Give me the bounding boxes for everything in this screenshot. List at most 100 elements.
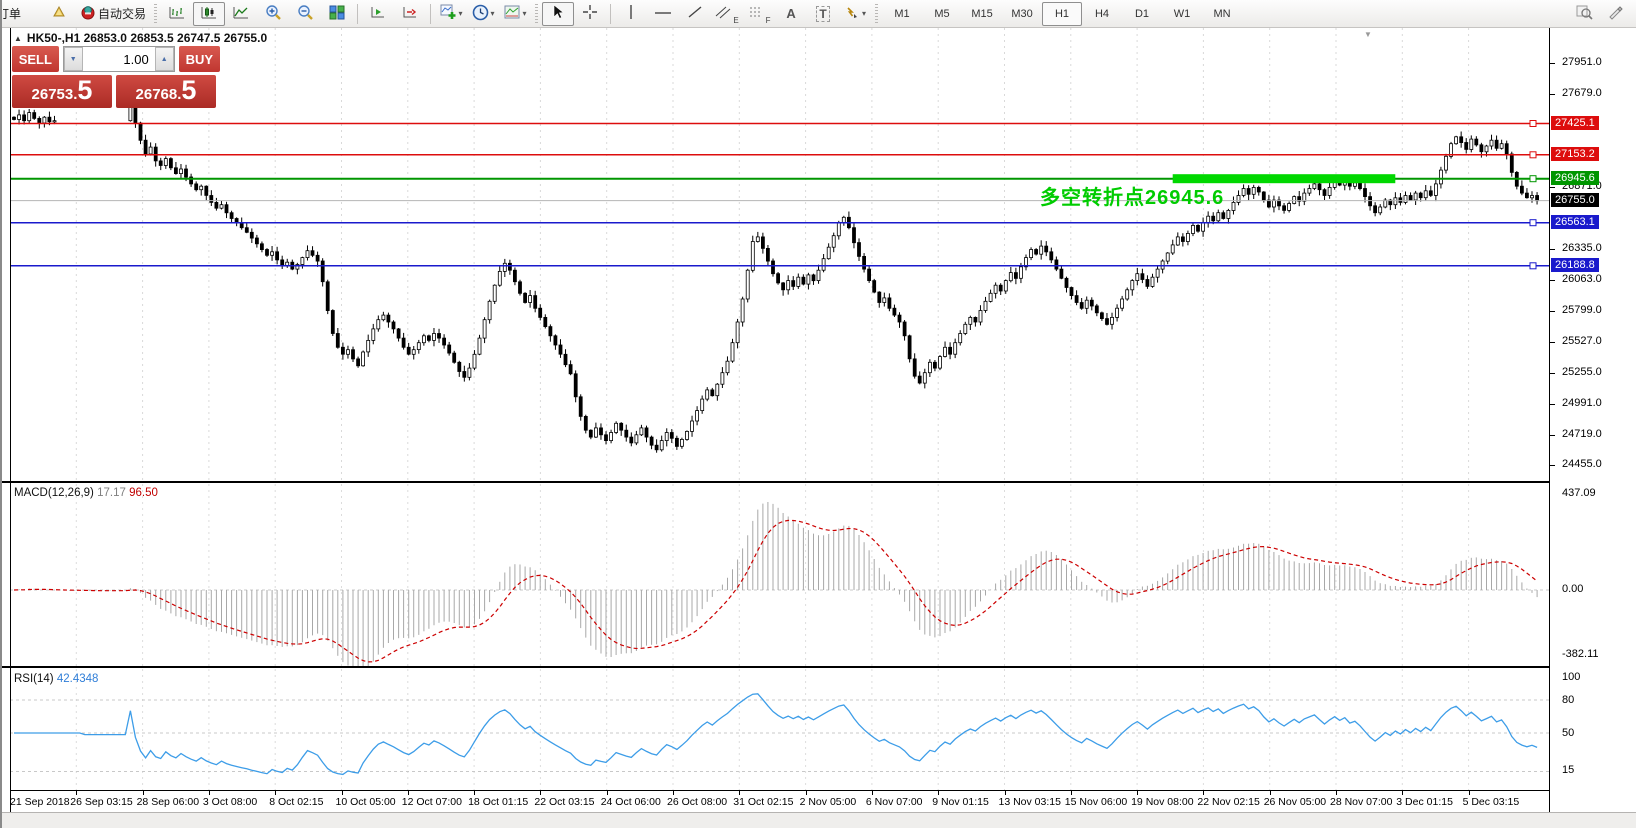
toolbar-gripper[interactable] [875, 3, 879, 24]
time-tick-mark [938, 791, 940, 795]
auto-scroll-button[interactable] [362, 2, 394, 26]
buy-price-main: 26768 [135, 86, 178, 103]
quick-mode-button[interactable] [1600, 2, 1632, 26]
timeframe-button-m30[interactable]: M30 [1011, 7, 1033, 20]
symbol-info[interactable]: ▲ HK50-,H1 26853.0 26853.5 26747.5 26755… [14, 31, 267, 45]
time-tick-mark [540, 791, 542, 795]
vertical-line-tool-button[interactable] [615, 2, 647, 26]
autotrading-icon [80, 4, 96, 23]
add-indicator-icon [440, 4, 457, 23]
autotrading-button[interactable]: 自动交易 [76, 2, 150, 26]
horizontal-line-tool-button[interactable] [647, 2, 679, 26]
price-line-badge: 26563.1 [1551, 215, 1599, 229]
text-label-tool-button[interactable]: T [807, 2, 839, 26]
collapse-icon[interactable]: ▲ [14, 33, 22, 43]
sell-button[interactable]: SELL [12, 46, 59, 72]
time-tick-mark [739, 791, 741, 795]
current-price-badge: 26755.0 [1551, 193, 1599, 207]
price-tick-label: 24719.0 [1562, 428, 1602, 440]
time-tick-label: 18 Oct 01:15 [468, 796, 529, 808]
time-tick-label: 26 Oct 08:00 [667, 796, 728, 808]
toolbar-gripper[interactable] [535, 3, 539, 24]
time-tick-mark [1402, 791, 1404, 795]
macd-main-value: 17.17 [97, 487, 126, 499]
timeframe-button-h1[interactable]: H1 [1042, 1, 1083, 26]
price-line-badge: 27153.2 [1551, 147, 1599, 161]
timeframe-button-mn[interactable]: MN [1213, 7, 1231, 20]
timeframe-button-m1[interactable]: M1 [894, 7, 910, 20]
text-label-tool-icon: T [816, 5, 830, 22]
time-tick-label: 28 Sep 06:00 [136, 796, 200, 808]
time-tick-label: 26 Nov 05:00 [1263, 796, 1327, 808]
panel-separator[interactable] [2, 666, 1636, 668]
dropdown-caret-icon: ▾ [458, 9, 463, 18]
add-indicator-button[interactable]: ▾ [435, 2, 467, 26]
arrows-tool-button[interactable]: ▾ [839, 2, 871, 26]
volume-increase-button[interactable]: ▲ [154, 47, 174, 71]
volume-input[interactable] [82, 47, 155, 71]
templates-button[interactable]: ▾ [499, 2, 531, 26]
time-tick-label: 21 Sep 2018 [10, 796, 70, 808]
rsi-axis-label: 15 [1562, 764, 1575, 776]
buy-price-display[interactable]: 26768. 5 [116, 75, 216, 108]
bar-chart-icon [169, 5, 185, 23]
time-tick-label: 3 Dec 01:15 [1396, 796, 1453, 808]
horizontal-line-icon [654, 7, 672, 21]
time-tick-mark [341, 791, 343, 795]
fib-suffix-label: F [765, 15, 771, 25]
time-tick-label: 2 Nov 05:00 [799, 796, 857, 808]
timeframe-button-h4[interactable]: H4 [1094, 7, 1110, 20]
volume-stepper: ▼ ▲ [62, 46, 175, 72]
timeframe-button-w1[interactable]: W1 [1173, 7, 1191, 20]
crosshair-tool-button[interactable] [574, 2, 606, 26]
time-tick-mark [76, 791, 78, 795]
zoom-out-button[interactable] [289, 2, 321, 26]
new-order-button[interactable] [44, 2, 76, 26]
price-tick-mark [1550, 187, 1555, 188]
channel-suffix-label: E [733, 15, 739, 25]
templates-icon [504, 5, 521, 23]
price-tick-label: 25799.0 [1562, 304, 1602, 316]
rsi-canvas[interactable] [10, 669, 1549, 790]
volume-decrease-button[interactable]: ▼ [63, 47, 83, 71]
trendline-tool-button[interactable] [679, 2, 711, 26]
price-axis[interactable]: 27951.0 27679.0 26871.0 26335.0 26063.0 25799… [1549, 28, 1636, 812]
vertical-line-icon [625, 4, 637, 23]
candlestick-chart-icon [201, 5, 217, 23]
toolbar-gripper[interactable] [154, 3, 158, 24]
time-tick-mark [1004, 791, 1006, 795]
zoom-in-button[interactable] [257, 2, 289, 26]
macd-canvas[interactable] [10, 484, 1549, 666]
chart-shift-button[interactable] [394, 2, 426, 26]
periods-button[interactable]: ▾ [467, 2, 499, 26]
time-tick-mark [275, 791, 277, 795]
time-tick-mark [1269, 791, 1271, 795]
trendline-icon [687, 5, 703, 22]
panel-separator[interactable] [2, 481, 1636, 483]
time-tick-label: 15 Nov 06:00 [1064, 796, 1128, 808]
cursor-tool-button[interactable] [542, 1, 575, 26]
time-tick-label: 9 Nov 01:15 [932, 796, 989, 808]
time-tick-label: 22 Oct 03:15 [534, 796, 595, 808]
timeframe-button-m5[interactable]: M5 [934, 7, 950, 20]
sell-price-display[interactable]: 26753. 5 [12, 75, 112, 108]
buy-button[interactable]: BUY [178, 46, 220, 72]
zoom-out-icon [297, 4, 314, 24]
price-tick-mark [1550, 94, 1555, 95]
fibonacci-tool-button[interactable]: F [743, 2, 775, 26]
price-chart-canvas[interactable] [10, 28, 1549, 481]
timeframe-button-m15[interactable]: M15 [971, 7, 993, 20]
time-tick-mark [208, 791, 210, 795]
tile-windows-button[interactable] [321, 2, 353, 26]
bar-chart-button[interactable] [161, 2, 193, 26]
text-tool-button[interactable]: A [775, 2, 807, 26]
orders-button[interactable]: 订单 [2, 2, 44, 26]
time-axis[interactable]: 21 Sep 2018 26 Sep 03:15 28 Sep 06:00 3 Oct… [10, 790, 1636, 813]
arrows-tool-icon [844, 5, 860, 23]
line-chart-button[interactable] [225, 2, 257, 26]
pivot-annotation-text[interactable]: 多空转折点26945.6 [1040, 187, 1225, 209]
symbol-search-button[interactable] [1568, 2, 1600, 26]
timeframe-button-d1[interactable]: D1 [1134, 7, 1150, 20]
equidistant-channel-tool-button[interactable]: E [711, 2, 743, 26]
candlestick-chart-button[interactable] [193, 1, 226, 26]
